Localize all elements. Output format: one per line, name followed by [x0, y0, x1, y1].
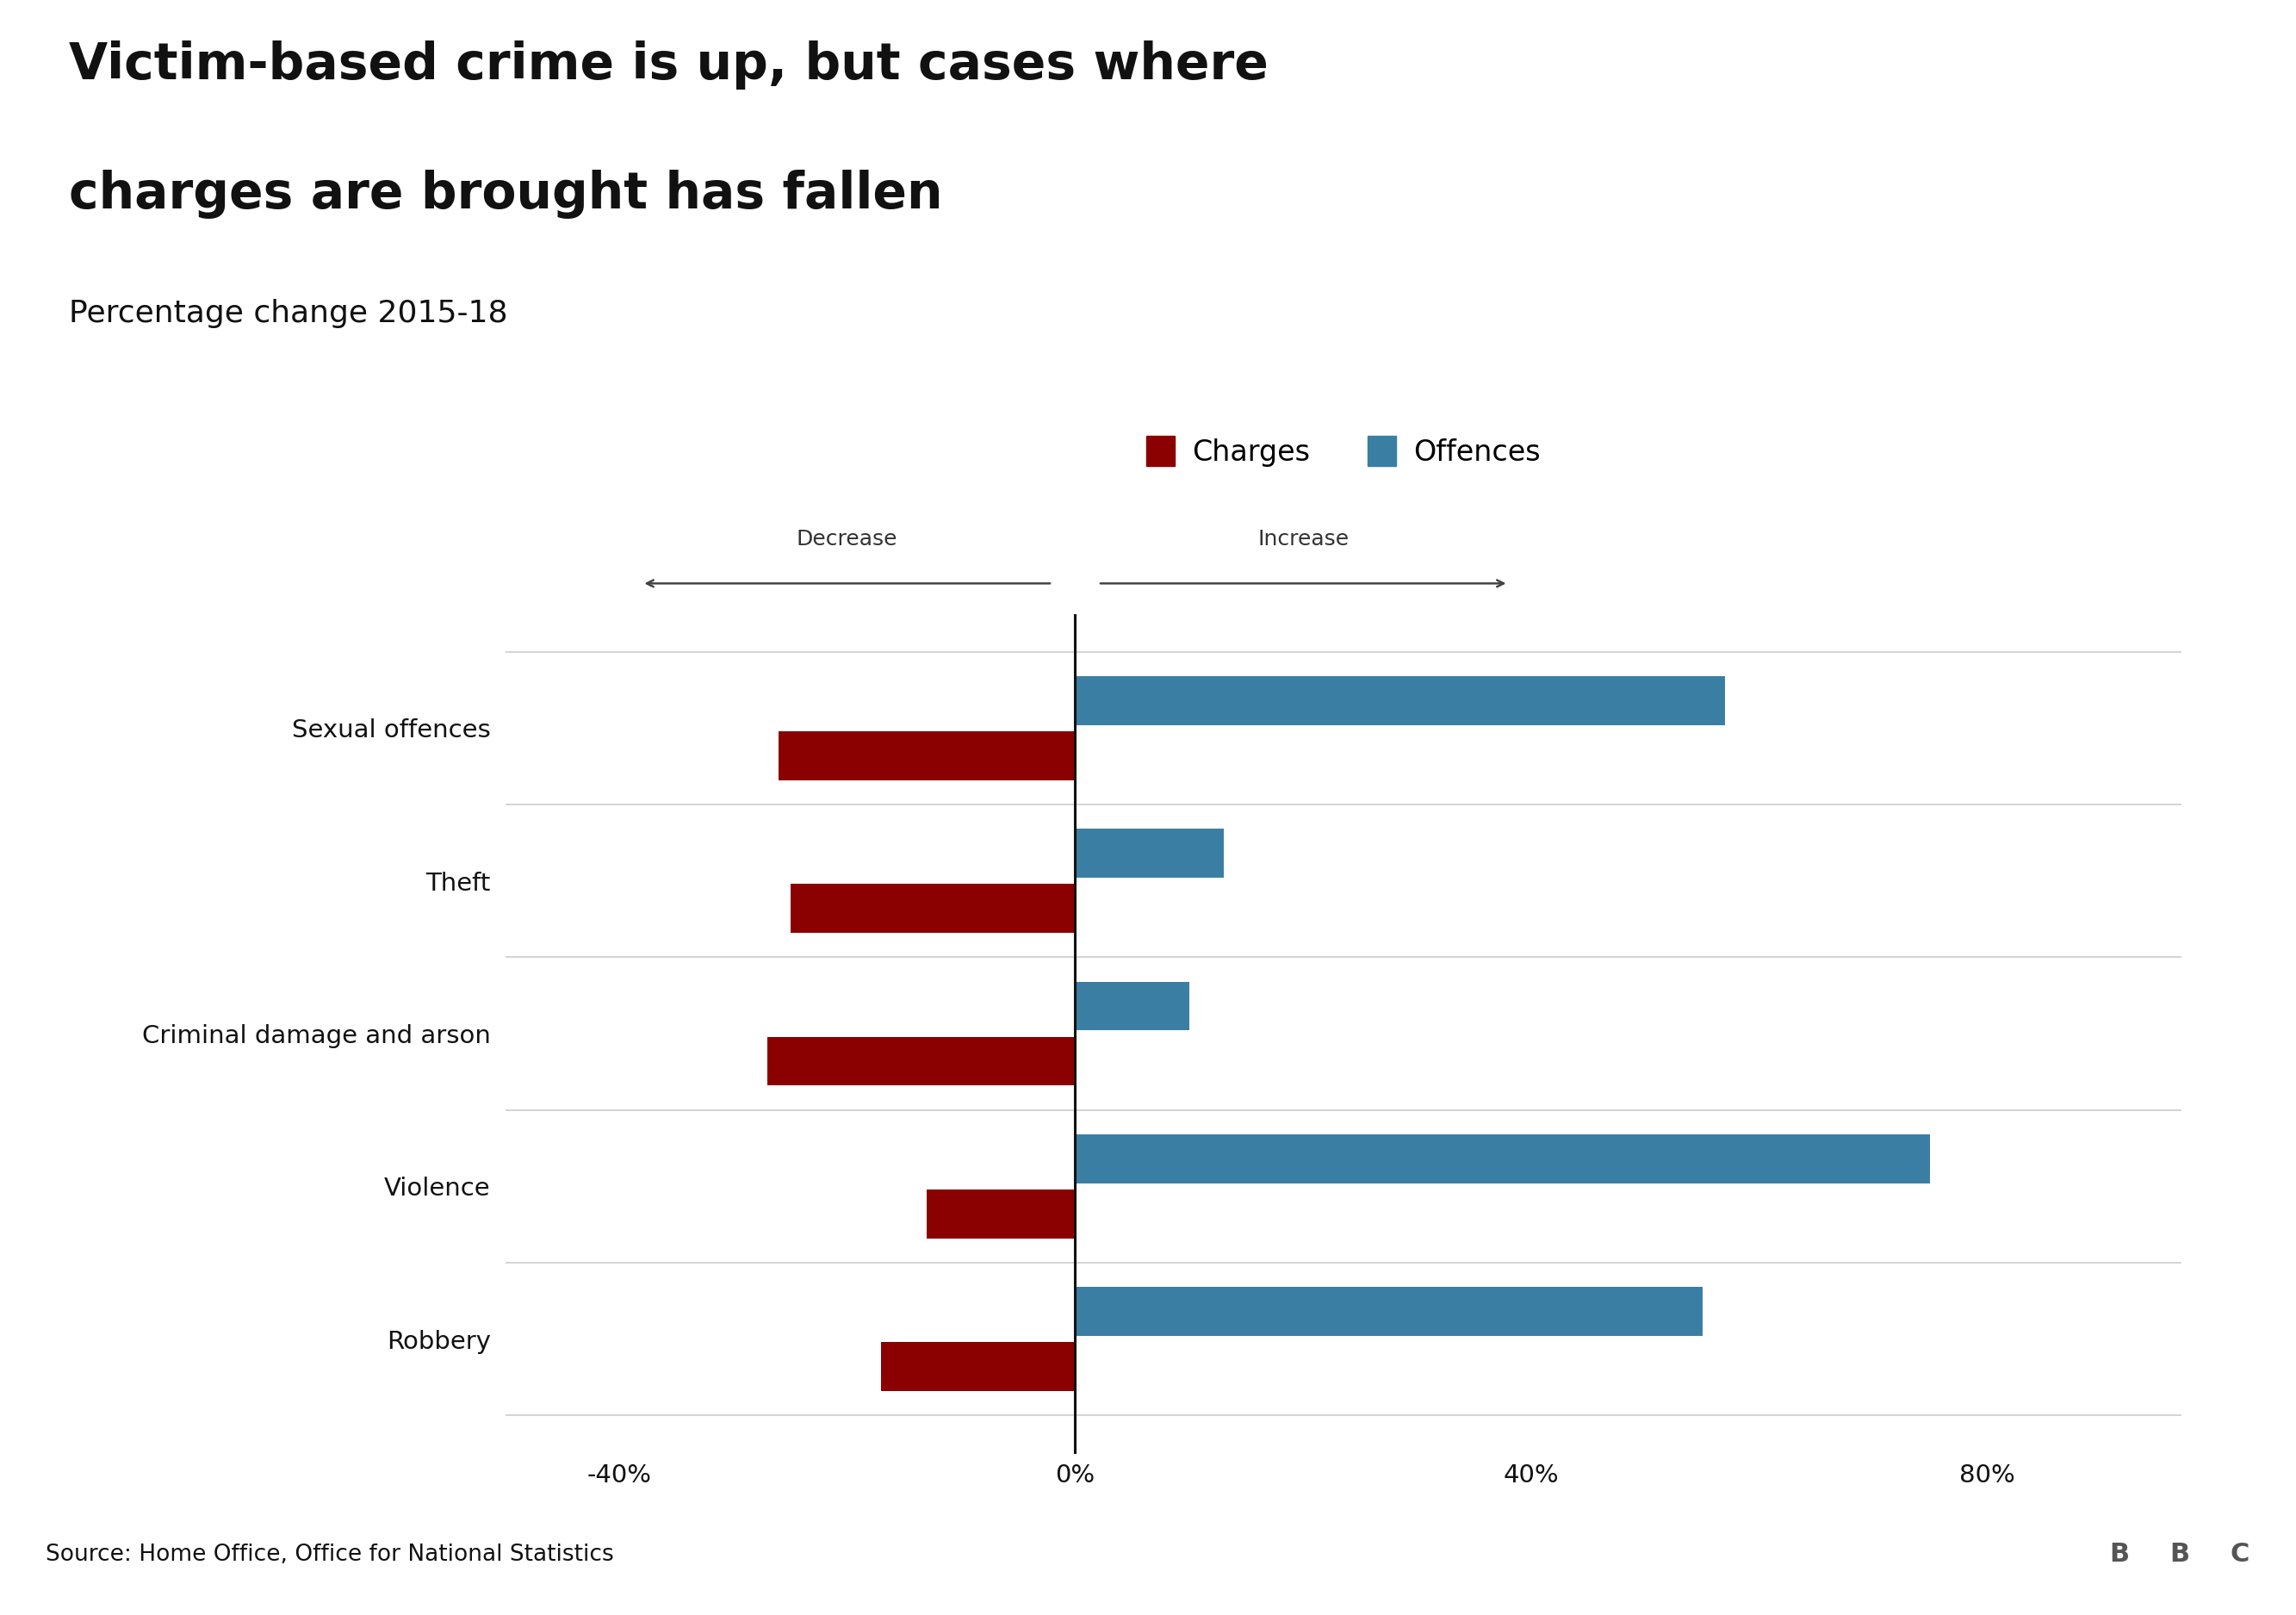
Bar: [790, 883, 1075, 933]
Bar: [1075, 982, 1189, 1030]
Text: Source: Home Office, Office for National Statistics: Source: Home Office, Office for National…: [46, 1544, 613, 1565]
Text: Increase: Increase: [1258, 528, 1350, 549]
Bar: [928, 1189, 1075, 1239]
Bar: [1075, 828, 1224, 879]
Text: Victim-based crime is up, but cases where: Victim-based crime is up, but cases wher…: [69, 40, 1267, 89]
Bar: [778, 732, 1075, 780]
Text: Percentage change 2015-18: Percentage change 2015-18: [69, 299, 507, 328]
Bar: [767, 1037, 1075, 1085]
Bar: [1075, 1134, 1931, 1184]
Bar: [1075, 1287, 1701, 1336]
Legend: Charges, Offences: Charges, Offences: [1134, 425, 1552, 478]
Bar: [2154, 1507, 2206, 1602]
Text: B: B: [2110, 1542, 2128, 1567]
Bar: [2213, 1507, 2266, 1602]
Text: B: B: [2170, 1542, 2190, 1567]
Text: charges are brought has fallen: charges are brought has fallen: [69, 170, 944, 218]
Text: Decrease: Decrease: [797, 528, 898, 549]
Text: C: C: [2229, 1542, 2250, 1567]
Bar: [882, 1342, 1075, 1391]
Bar: [1075, 677, 1724, 725]
Bar: [2094, 1507, 2147, 1602]
